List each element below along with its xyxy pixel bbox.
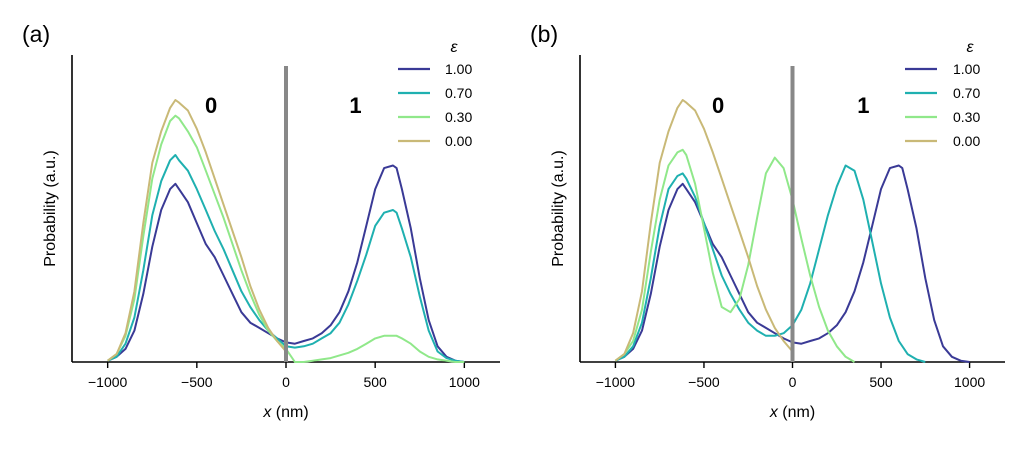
legend-label: 0.30 [445, 109, 472, 125]
x-axis-title: x (nm) [262, 404, 308, 421]
region-label: 1 [349, 93, 361, 118]
legend-label: 0.00 [953, 133, 980, 149]
legend-label: 1.00 [953, 61, 980, 77]
legend-label: 0.70 [953, 85, 980, 101]
panel-label: (a) [22, 21, 50, 47]
x-tick-label: −500 [181, 374, 213, 390]
legend-label: 0.30 [953, 109, 980, 125]
y-axis-title: Probability (a.u.) [42, 150, 59, 267]
x-tick-label: 0 [282, 374, 290, 390]
x-axis-unit: (nm) [782, 404, 815, 421]
series-line-0.70 [614, 164, 926, 363]
x-tick-label: 1000 [449, 374, 480, 390]
x-tick-label: −1000 [88, 374, 128, 390]
x-tick-label: 500 [869, 374, 893, 390]
panel-b: (b) −1000 −500 0 500 1000 x (nm) Probability (a… [530, 21, 1005, 421]
region-label: 0 [712, 93, 724, 118]
series-line-0.30 [614, 148, 856, 363]
x-axis-unit: (nm) [276, 404, 309, 421]
x-axis-variable: x [769, 404, 779, 421]
legend-label: 0.00 [445, 133, 472, 149]
x-tick-label: 500 [363, 374, 387, 390]
region-label: 0 [205, 93, 217, 118]
x-tick-label: 1000 [954, 374, 985, 390]
x-tick-label: 0 [789, 374, 797, 390]
x-tick-label: −1000 [596, 374, 636, 390]
x-axis-title: x (nm) [769, 404, 815, 421]
legend-title: ε [450, 39, 458, 56]
legend-title: ε [966, 39, 974, 56]
series-line-0.00 [107, 99, 287, 362]
x-tick-label: −500 [688, 374, 720, 390]
x-axis-variable: x [262, 404, 272, 421]
panel-a: (a) −1000 −500 0 500 1000 x (nm) Probability (a… [22, 21, 500, 421]
panel-label: (b) [530, 21, 558, 47]
legend-label: 1.00 [445, 61, 472, 77]
region-label: 1 [857, 93, 869, 118]
legend-label: 0.70 [445, 85, 472, 101]
y-axis-title: Probability (a.u.) [550, 150, 567, 267]
series-line-0.00 [614, 99, 794, 362]
